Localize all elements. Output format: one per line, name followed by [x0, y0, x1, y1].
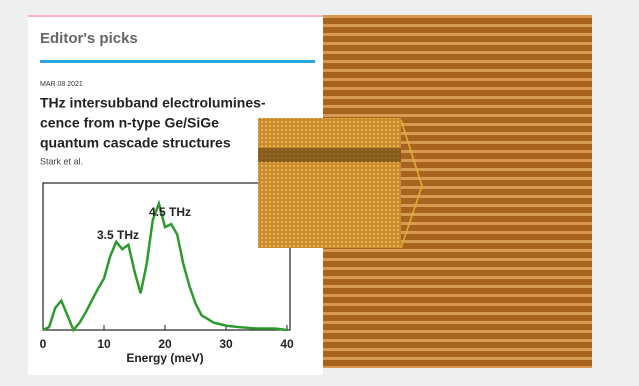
- annotation: 4.5 THz: [149, 205, 191, 219]
- x-tick-label: 0: [40, 337, 47, 351]
- annotation: 3.5 THz: [97, 228, 139, 242]
- x-tick-label: 10: [97, 337, 111, 351]
- x-label: Energy (meV): [126, 351, 203, 365]
- authors: Stark et al.: [40, 156, 83, 166]
- title-line[interactable]: THz intersubband electrolumines-: [40, 95, 266, 111]
- x-tick-label: 40: [280, 337, 294, 351]
- inset-image: [258, 118, 401, 248]
- screen: Editor's picks MAR 08 2021 THz intersubb…: [0, 0, 639, 381]
- page: Editor's picks MAR 08 2021 THz intersubb…: [0, 0, 639, 386]
- title-line[interactable]: cence from n-type Ge/SiGe: [40, 115, 219, 131]
- card-top: [28, 15, 323, 17]
- title-line[interactable]: quantum cascade structures: [40, 135, 231, 151]
- divider: [40, 60, 315, 63]
- section-title: Editor's picks: [40, 30, 138, 47]
- x-tick-label: 20: [158, 337, 172, 351]
- x-tick-label: 30: [219, 337, 233, 351]
- date: MAR 08 2021: [40, 81, 83, 88]
- inset-band: [258, 148, 401, 162]
